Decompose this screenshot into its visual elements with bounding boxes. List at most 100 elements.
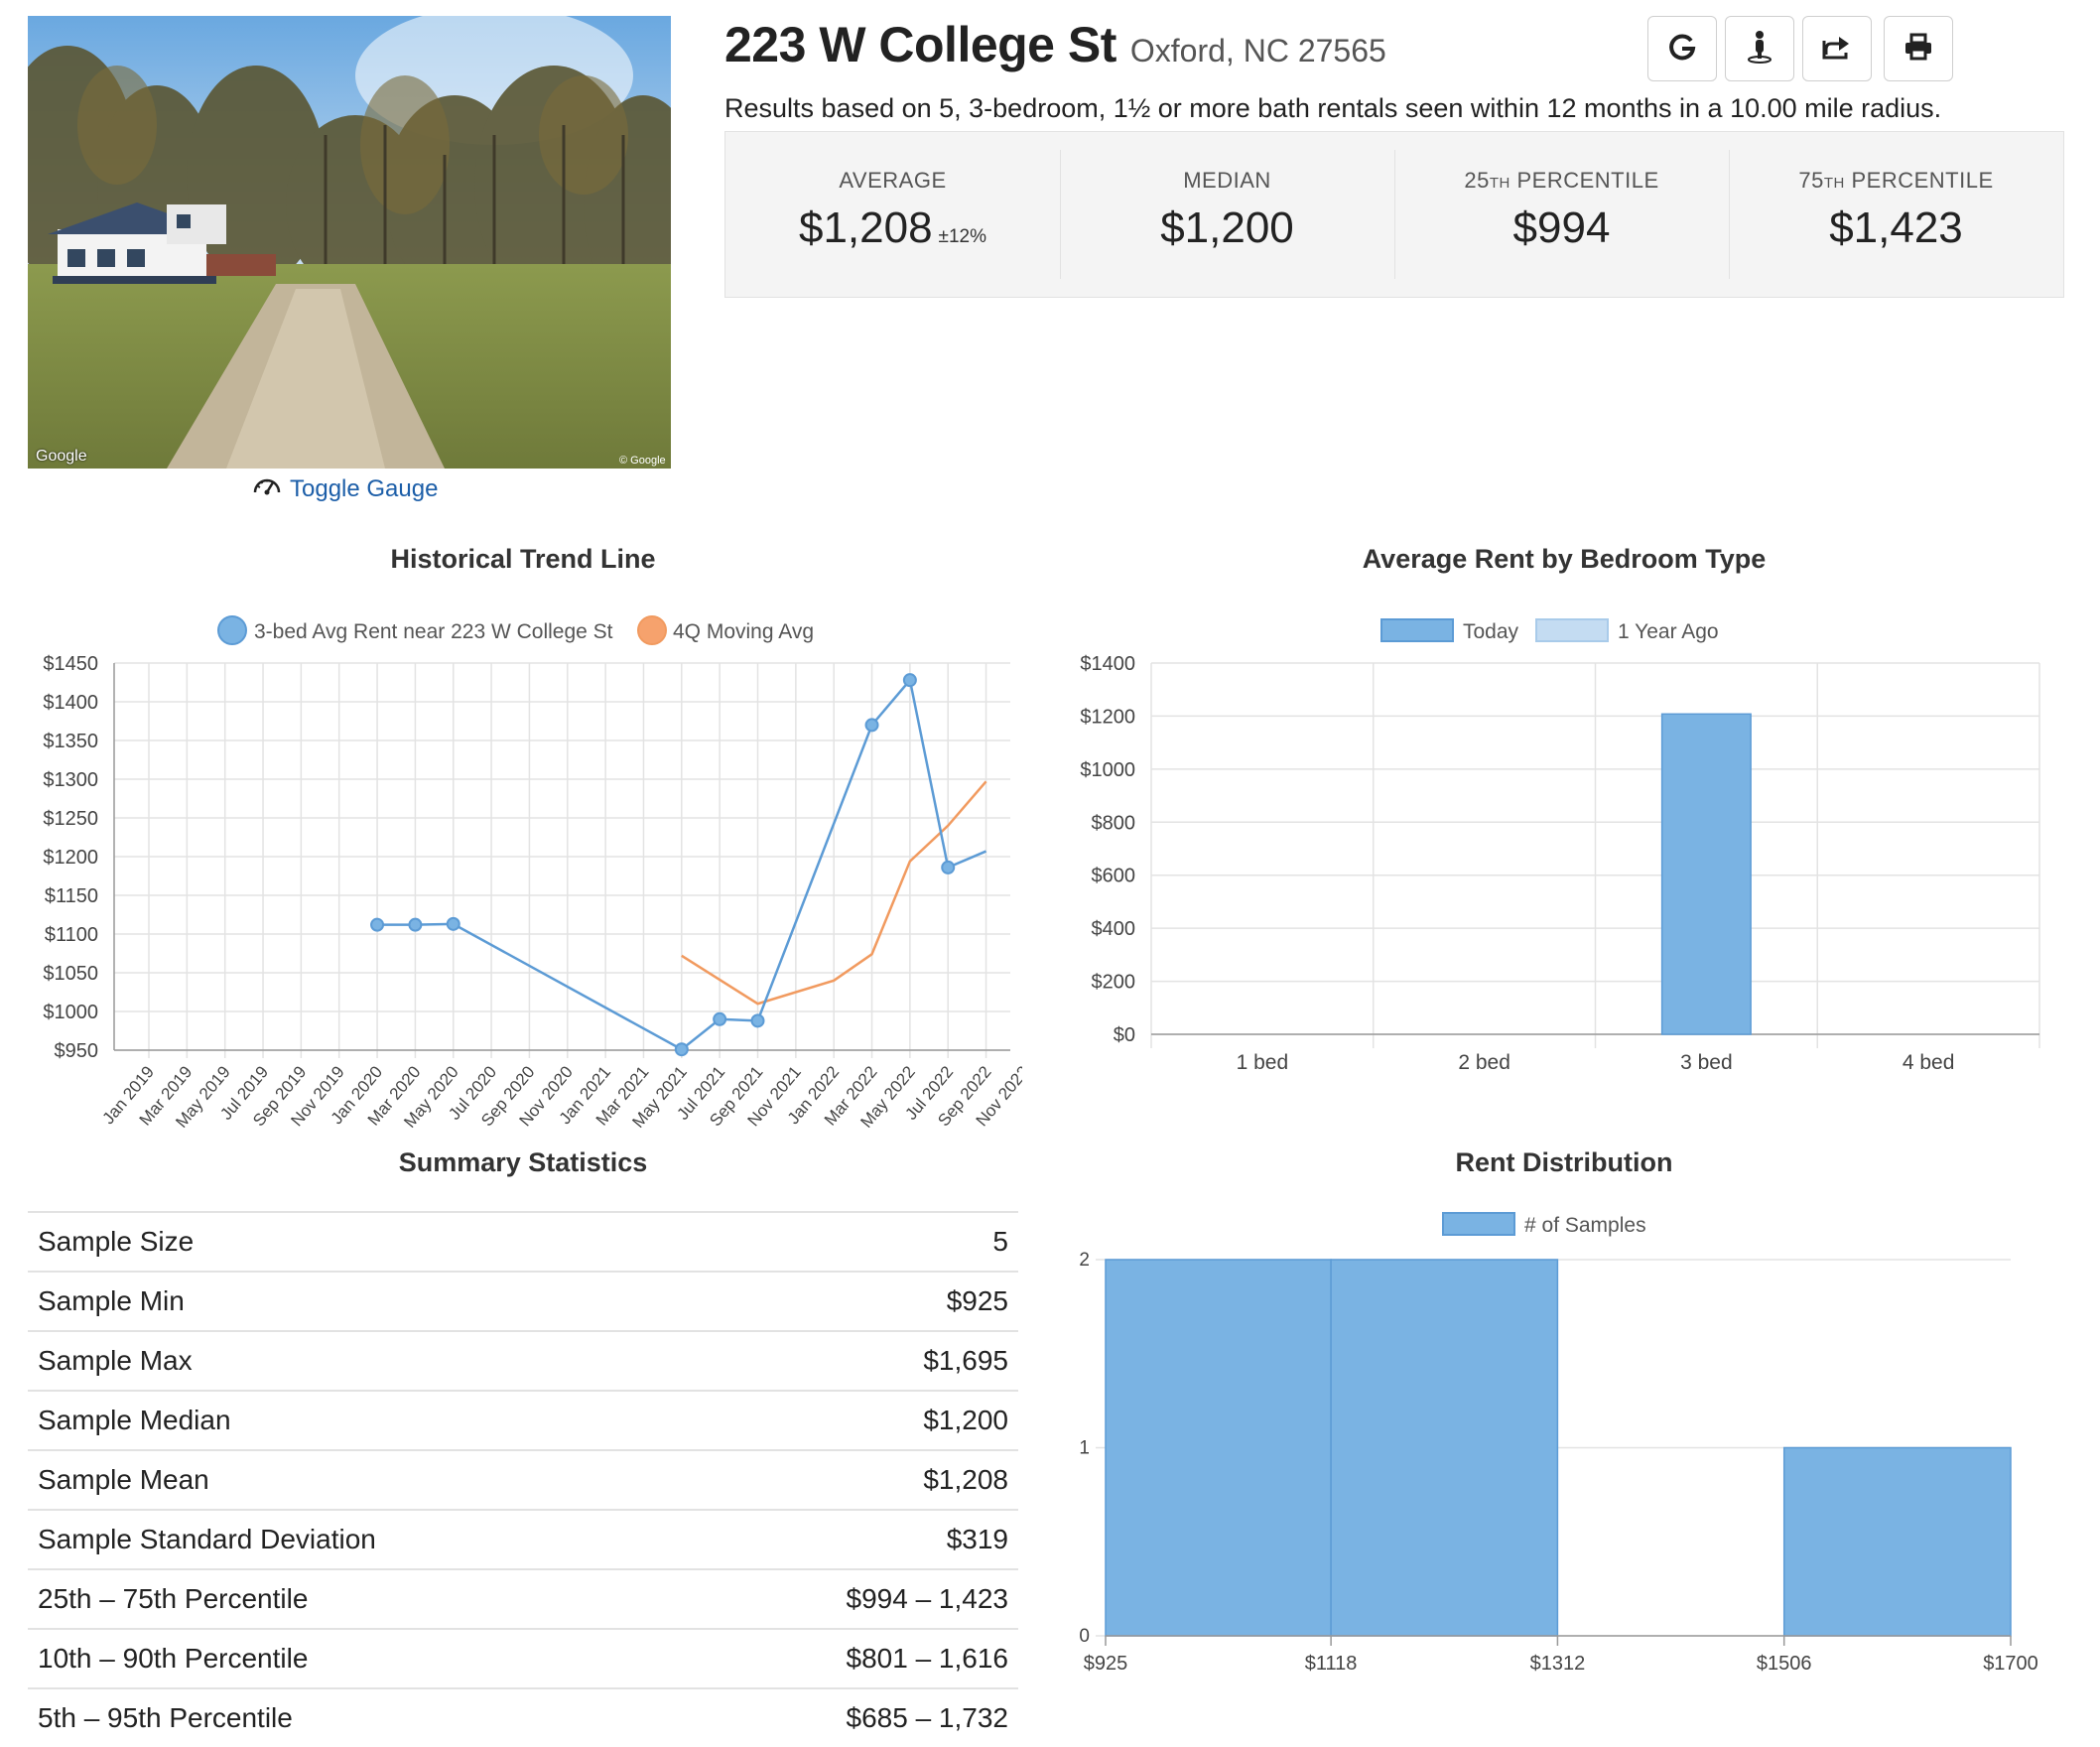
legend-label-moving-avg: 4Q Moving Avg <box>673 620 814 643</box>
share-button[interactable] <box>1802 16 1872 81</box>
y-tick-label: $0 <box>1114 1024 1135 1046</box>
row-value: $1,695 <box>923 1345 1008 1376</box>
y-tick-label: $1450 <box>43 653 98 675</box>
legend-label-year-ago: 1 Year Ago <box>1618 620 1719 643</box>
y-tick-label: $1300 <box>43 769 98 791</box>
bedroom-chart: Today 1 Year Ago $0 $200 $400 $600 $800 $1000 $1… <box>1080 618 2040 1074</box>
y-tick-label: 0 <box>1079 1626 1090 1647</box>
series-line-3bed <box>377 677 987 1051</box>
data-point-3bed <box>674 1042 689 1057</box>
x-tick-label: $1700 <box>1983 1653 2038 1675</box>
row-value: $801 – 1,616 <box>846 1643 1009 1674</box>
table-row: 25th – 75th Percentile $994 – 1,423 <box>28 1568 1018 1628</box>
legend-label-today: Today <box>1463 620 1519 643</box>
y-tick-label: $800 <box>1092 812 1136 834</box>
y-tick-label: $950 <box>55 1040 99 1062</box>
table-row: Sample Median $1,200 <box>28 1390 1018 1449</box>
row-value: $994 – 1,423 <box>846 1583 1009 1614</box>
property-city: Oxford, NC 27565 <box>1129 33 1386 68</box>
table-row: Sample Min $925 <box>28 1271 1018 1330</box>
histogram-bar <box>1330 1259 1559 1637</box>
histogram-bar <box>1105 1259 1332 1637</box>
row-label: Sample Standard Deviation <box>38 1524 376 1554</box>
y-tick-label: $1150 <box>45 885 98 907</box>
row-label: Sample Mean <box>38 1464 209 1495</box>
data-point-3bed <box>750 1013 765 1028</box>
summary-title: Summary Statistics <box>398 1147 648 1177</box>
row-label: 5th – 95th Percentile <box>38 1702 293 1733</box>
row-label: Sample Median <box>38 1405 231 1435</box>
y-tick-label: $1200 <box>43 847 98 869</box>
y-tick-label: $1050 <box>43 963 98 985</box>
legend-swatch-samples <box>1442 1212 1515 1236</box>
x-tick-label: 4 bed <box>1903 1051 1955 1074</box>
row-value: $319 <box>946 1524 1008 1554</box>
trend-chart-title: Historical Trend Line <box>390 544 656 574</box>
y-tick-label: $600 <box>1092 866 1136 887</box>
table-row: Sample Standard Deviation $319 <box>28 1509 1018 1568</box>
legend-label-3bed: 3-bed Avg Rent near 223 W College St <box>254 620 613 643</box>
histogram-bar <box>1782 1446 2012 1637</box>
row-value: $925 <box>946 1285 1008 1316</box>
summary-statistics-table: Sample Size 5 Sample Min $925 Sample Max $1… <box>28 1211 1018 1747</box>
data-point-3bed <box>713 1011 727 1026</box>
street-view-image: Google © Google <box>28 16 671 469</box>
y-tick-label: $1000 <box>1080 759 1135 781</box>
row-label: Sample Max <box>38 1345 193 1376</box>
legend-label-samples: # of Samples <box>1524 1214 1646 1237</box>
y-tick-label: $200 <box>1092 972 1136 994</box>
data-point-3bed <box>446 916 460 931</box>
google-g-icon <box>1667 32 1697 67</box>
row-label: 10th – 90th Percentile <box>38 1643 309 1674</box>
x-tick-label: $1506 <box>1757 1653 1812 1675</box>
y-tick-label: $1100 <box>45 924 98 946</box>
row-value: $1,200 <box>923 1405 1008 1435</box>
bar-today <box>1660 713 1752 1035</box>
table-row: 10th – 90th Percentile $801 – 1,616 <box>28 1628 1018 1687</box>
toggle-gauge-link[interactable]: Toggle Gauge <box>252 472 438 505</box>
series-line-moving-avg <box>681 780 987 1006</box>
x-tick-label: $1312 <box>1530 1653 1586 1675</box>
distribution-chart-title: Rent Distribution <box>1455 1147 1673 1177</box>
row-label: Sample Min <box>38 1285 185 1316</box>
stat-value: $1,200 <box>1160 203 1294 252</box>
table-row: 5th – 95th Percentile $685 – 1,732 <box>28 1687 1018 1747</box>
property-address: 223 W College St <box>724 17 1116 72</box>
data-point-3bed <box>902 673 917 688</box>
x-tick-label: 3 bed <box>1680 1051 1733 1074</box>
stat-average: AVERAGE $1,208 ±12% <box>725 132 1060 297</box>
photo-watermark-left: Google <box>36 448 87 465</box>
stat-label: MEDIAN <box>1183 168 1271 193</box>
title-row: 223 W College St Oxford, NC 27565 <box>724 16 1386 73</box>
street-view-photo[interactable]: Google © Google <box>28 16 671 469</box>
distribution-chart: # of Samples 0 1 2 $925 $1118 $1312 $1506 $1700 <box>1079 1212 2038 1675</box>
row-value: $1,208 <box>923 1464 1008 1495</box>
stat-value: $1,423 <box>1829 203 1963 252</box>
row-label: Sample Size <box>38 1226 195 1257</box>
print-icon <box>1903 33 1933 66</box>
table-row: Sample Size 5 <box>28 1211 1018 1271</box>
y-tick-label: $1400 <box>43 692 98 714</box>
stat-25th-percentile: 25TH PERCENTILE $994 <box>1394 132 1729 297</box>
share-icon <box>1821 33 1853 66</box>
y-tick-label: $1200 <box>1080 706 1135 728</box>
x-tick-label: $1118 <box>1305 1653 1358 1675</box>
photo-watermark-right: © Google <box>619 455 666 467</box>
y-tick-label: $1400 <box>1080 653 1135 675</box>
stat-label: AVERAGE <box>839 168 947 193</box>
y-tick-label: $1350 <box>43 731 98 752</box>
x-tick-label: 2 bed <box>1458 1051 1510 1074</box>
print-button[interactable] <box>1884 16 1953 81</box>
y-tick-label: $400 <box>1092 918 1136 940</box>
y-tick-label: $1000 <box>43 1002 98 1023</box>
data-point-3bed <box>941 860 956 874</box>
table-row: Sample Max $1,695 <box>28 1330 1018 1390</box>
x-tick-label: 1 bed <box>1237 1051 1289 1074</box>
row-value: $685 – 1,732 <box>846 1702 1009 1733</box>
stat-label: 75TH PERCENTILE <box>1798 168 1994 193</box>
google-button[interactable] <box>1647 16 1717 81</box>
stat-median: MEDIAN $1,200 <box>1060 132 1394 297</box>
data-point-3bed <box>370 917 385 932</box>
street-view-button[interactable] <box>1725 16 1794 81</box>
gauge-icon <box>252 472 282 505</box>
